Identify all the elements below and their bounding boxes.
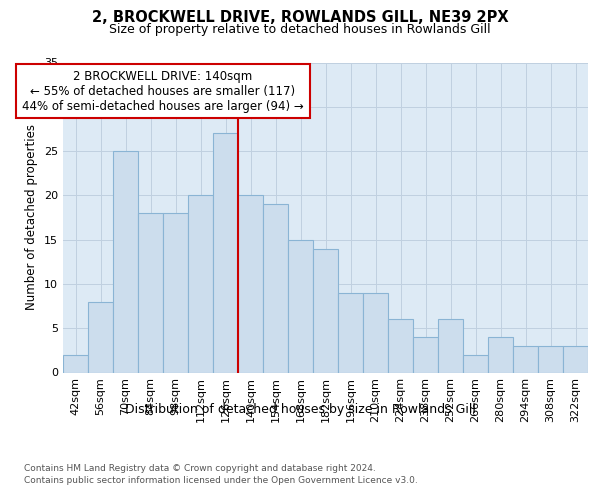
Bar xyxy=(238,196,263,372)
Text: 2 BROCKWELL DRIVE: 140sqm
← 55% of detached houses are smaller (117)
44% of semi: 2 BROCKWELL DRIVE: 140sqm ← 55% of detac… xyxy=(22,70,304,112)
Bar xyxy=(63,355,88,372)
Bar xyxy=(213,134,238,372)
Text: 2, BROCKWELL DRIVE, ROWLANDS GILL, NE39 2PX: 2, BROCKWELL DRIVE, ROWLANDS GILL, NE39 … xyxy=(92,10,508,25)
Bar xyxy=(538,346,563,372)
Bar xyxy=(113,151,138,372)
Bar xyxy=(338,293,363,372)
Bar xyxy=(388,320,413,372)
Bar xyxy=(138,213,163,372)
Bar xyxy=(188,196,213,372)
Bar xyxy=(463,355,488,372)
Text: Contains HM Land Registry data © Crown copyright and database right 2024.: Contains HM Land Registry data © Crown c… xyxy=(24,464,376,473)
Text: Size of property relative to detached houses in Rowlands Gill: Size of property relative to detached ho… xyxy=(109,22,491,36)
Text: Contains public sector information licensed under the Open Government Licence v3: Contains public sector information licen… xyxy=(24,476,418,485)
Y-axis label: Number of detached properties: Number of detached properties xyxy=(25,124,38,310)
Bar xyxy=(288,240,313,372)
Text: Distribution of detached houses by size in Rowlands Gill: Distribution of detached houses by size … xyxy=(125,402,475,415)
Bar xyxy=(363,293,388,372)
Bar xyxy=(488,337,513,372)
Bar xyxy=(313,248,338,372)
Bar xyxy=(413,337,438,372)
Bar xyxy=(563,346,588,372)
Bar xyxy=(88,302,113,372)
Bar xyxy=(438,320,463,372)
Bar xyxy=(513,346,538,372)
Bar xyxy=(163,213,188,372)
Bar xyxy=(263,204,288,372)
